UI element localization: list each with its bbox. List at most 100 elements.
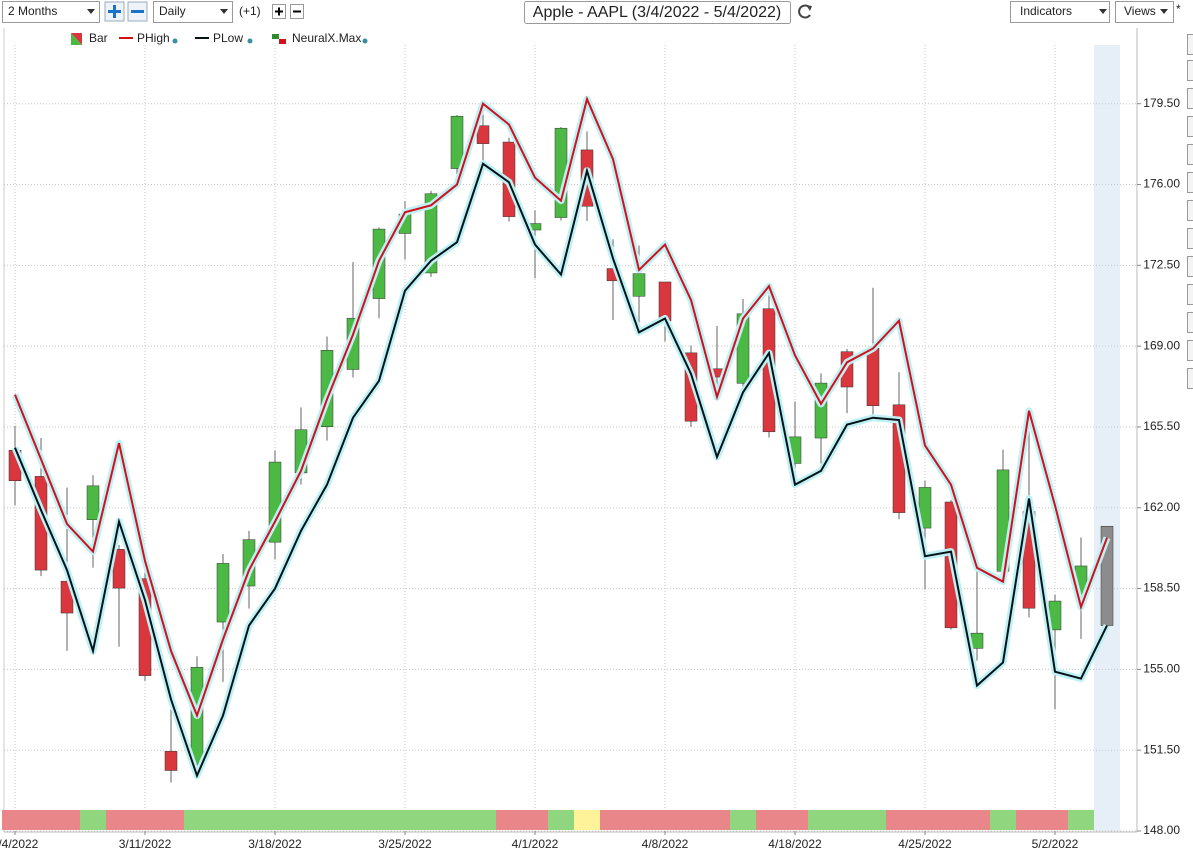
tool-button[interactable] xyxy=(1187,60,1193,81)
signal-segment xyxy=(1016,810,1042,830)
offset-label: (+1) xyxy=(239,4,261,18)
x-tick-label: 5/2/2022 xyxy=(1032,837,1079,851)
y-tick-label: 169.00 xyxy=(1143,338,1180,352)
signal-segment xyxy=(964,810,990,830)
tool-button[interactable] xyxy=(1187,34,1193,55)
signal-segment xyxy=(652,810,678,830)
signal-segment xyxy=(2,810,28,830)
candle-body xyxy=(476,125,490,144)
signal-segment xyxy=(860,810,886,830)
chart-title: Apple - AAPL (3/4/2022 - 5/4/2022) xyxy=(533,4,781,21)
signal-segment xyxy=(548,810,574,830)
signal-segment xyxy=(756,810,782,830)
legend-dot xyxy=(172,38,178,44)
y-tick-label: 158.50 xyxy=(1143,581,1180,595)
views-dropdown[interactable] xyxy=(1115,1,1174,23)
signal-segment xyxy=(54,810,80,830)
interval-dropdown[interactable] xyxy=(153,1,233,23)
y-tick-label: 148.00 xyxy=(1143,823,1180,837)
y-tick-label: 151.50 xyxy=(1143,742,1180,756)
x-tick-label: 4/25/2022 xyxy=(898,837,952,851)
signal-segment xyxy=(782,810,808,830)
side-tools xyxy=(1187,34,1193,389)
forecast-region xyxy=(1094,45,1120,831)
signal-segment xyxy=(418,810,444,830)
y-tick-label: 155.00 xyxy=(1143,662,1180,676)
signal-segment xyxy=(1068,810,1094,830)
tool-button[interactable] xyxy=(1187,340,1193,361)
tool-button[interactable] xyxy=(1187,368,1193,389)
tool-button[interactable] xyxy=(1187,116,1193,137)
candle-body xyxy=(632,273,646,297)
signal-segment xyxy=(262,810,288,830)
dropdown-arrow xyxy=(1099,9,1107,14)
dropdown-arrow xyxy=(220,9,228,14)
x-tick-label: 4/8/2022 xyxy=(642,837,689,851)
interval-label: Daily xyxy=(159,4,186,18)
x-tick-label: 3/18/2022 xyxy=(248,837,302,851)
tool-button[interactable] xyxy=(1187,256,1193,277)
candle-body xyxy=(450,115,464,169)
legend: Bar PHigh PLow NeuralX.Max xyxy=(71,31,368,45)
tool-button[interactable] xyxy=(1187,88,1193,109)
plus-icon xyxy=(108,5,121,18)
title-box xyxy=(524,1,791,24)
signal-segment xyxy=(210,810,236,830)
x-tick-label: 4/18/2022 xyxy=(768,837,822,851)
signal-segment xyxy=(808,810,834,830)
candle-body xyxy=(424,193,438,274)
line xyxy=(14,96,1108,719)
toolbar: 2 Months Daily (+1) Apple - AAPL (3/4/20… xyxy=(2,1,1181,24)
signal-segment xyxy=(990,810,1016,830)
star-label: * xyxy=(1176,2,1181,16)
range-dropdown[interactable] xyxy=(2,1,100,23)
signal-segment xyxy=(704,810,730,830)
indicators-dropdown[interactable] xyxy=(1010,1,1110,23)
signal-segment xyxy=(80,810,106,830)
x-tick-label: 3/25/2022 xyxy=(378,837,432,851)
signal-segment xyxy=(132,810,158,830)
y-tick-label: 162.00 xyxy=(1143,500,1180,514)
tool-button[interactable] xyxy=(1187,312,1193,333)
y-tick-label: 172.50 xyxy=(1143,258,1180,272)
legend-label: Bar xyxy=(89,31,108,45)
signal-segment xyxy=(522,810,548,830)
signal-segment xyxy=(626,810,652,830)
candle-body xyxy=(866,347,880,406)
tool-button[interactable] xyxy=(1187,200,1193,221)
y-tick-label: 179.50 xyxy=(1143,96,1180,110)
candle-body xyxy=(164,751,178,771)
signal-segment xyxy=(444,810,470,830)
signal-segment xyxy=(314,810,340,830)
x-tick-label: 3/11/2022 xyxy=(119,837,172,851)
signal-segment xyxy=(834,810,860,830)
signal-segment xyxy=(496,810,522,830)
legend-icon xyxy=(279,39,286,44)
signal-segment xyxy=(678,810,704,830)
dropdown-arrow xyxy=(1160,9,1168,14)
tool-button[interactable] xyxy=(1187,144,1193,165)
signal-segment xyxy=(28,810,54,830)
signal-segment xyxy=(392,810,418,830)
signal-segment xyxy=(470,810,496,830)
signal-segment xyxy=(730,810,756,830)
legend-label: PLow xyxy=(213,31,243,45)
refresh-icon[interactable] xyxy=(798,4,811,19)
tool-button[interactable] xyxy=(1187,228,1193,249)
signal-segment xyxy=(938,810,964,830)
signal-segment xyxy=(340,810,366,830)
legend-icon xyxy=(71,33,82,45)
y-tick-label: 176.00 xyxy=(1143,177,1180,191)
signal-segment xyxy=(1042,810,1068,830)
y-tick-label: 165.50 xyxy=(1143,419,1180,433)
x-tick-label: 4/1/2022 xyxy=(512,837,559,851)
signal-segment xyxy=(288,810,314,830)
tool-button[interactable] xyxy=(1187,284,1193,305)
legend-dot xyxy=(362,38,368,44)
indicators-label: Indicators xyxy=(1020,4,1072,18)
tool-button[interactable] xyxy=(1187,172,1193,193)
views-label: Views xyxy=(1124,4,1156,18)
signal-segment xyxy=(574,810,600,830)
